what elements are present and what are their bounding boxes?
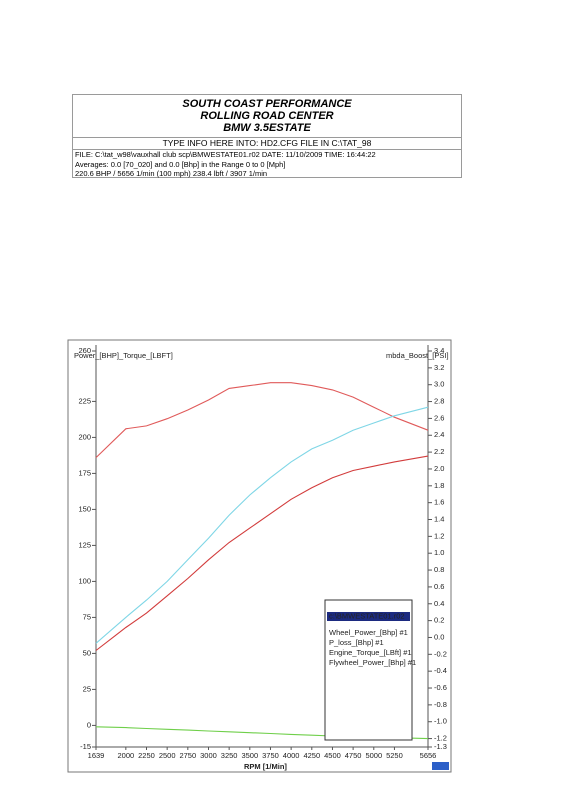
header-title: SOUTH COAST PERFORMANCE bbox=[182, 98, 352, 110]
type-info: TYPE INFO HERE INTO: HD2.CFG FILE IN C:\… bbox=[162, 138, 372, 148]
info-line: Averages: 0.0 [70_020] and 0.0 [Bhp] in … bbox=[75, 159, 286, 169]
header-title: BMW 3.5ESTATE bbox=[223, 122, 311, 134]
y-tick-label: 125 bbox=[78, 540, 91, 549]
y2-axis-label: mbda_Boost_[PSI] bbox=[386, 351, 449, 360]
x-tick-label: 2250 bbox=[138, 751, 155, 760]
y2-tick-label: 2.2 bbox=[434, 447, 444, 456]
report-header: SOUTH COAST PERFORMANCE ROLLING ROAD CEN… bbox=[72, 94, 462, 178]
y-axis-label: Power_[BHP]_Torque_[LBFT] bbox=[74, 351, 173, 360]
y2-tick-label: 3.2 bbox=[434, 363, 444, 372]
x-tick-label: 4750 bbox=[345, 751, 362, 760]
y2-tick-label: -1.3 bbox=[434, 742, 447, 751]
y2-tick-label: 1.6 bbox=[434, 498, 444, 507]
y2-tick-label: 0.4 bbox=[434, 599, 444, 608]
series-line bbox=[95, 406, 429, 644]
separator bbox=[73, 149, 461, 150]
y2-tick-label: 1.0 bbox=[434, 548, 444, 557]
y2-tick-label: -0.6 bbox=[434, 683, 447, 692]
y2-tick-label: 0.8 bbox=[434, 565, 444, 574]
y2-tick-label: 0.2 bbox=[434, 616, 444, 625]
y-tick-label: 150 bbox=[78, 504, 91, 513]
info-line: FILE: C:\tat_w98\vauxhall club scp\BMWES… bbox=[75, 150, 376, 159]
legend-entry: Engine_Torque_[LBft] #1 bbox=[329, 648, 412, 657]
x-axis-label: RPM [1/Min] bbox=[244, 762, 287, 771]
x-tick-label: 2750 bbox=[179, 751, 196, 760]
y-tick-label: 0 bbox=[87, 720, 91, 729]
x-tick-label: 1639 bbox=[88, 751, 105, 760]
x-tick-label: 3250 bbox=[221, 751, 238, 760]
y2-tick-label: -0.2 bbox=[434, 649, 447, 658]
y2-tick-label: 2.8 bbox=[434, 397, 444, 406]
x-tick-label: 2500 bbox=[159, 751, 176, 760]
x-tick-label: 5000 bbox=[365, 751, 382, 760]
y2-tick-label: -1.0 bbox=[434, 717, 447, 726]
legend-entry: Wheel_Power_[Bhp] #1 bbox=[329, 628, 408, 637]
y2-tick-label: 2.6 bbox=[434, 413, 444, 422]
y-tick-label: 200 bbox=[78, 432, 91, 441]
legend-header bbox=[327, 612, 410, 621]
info-line: 220.6 BHP / 5656 1/min (100 mph) 238.4 l… bbox=[75, 169, 268, 178]
page-indicator bbox=[432, 762, 449, 770]
x-tick-label: 4000 bbox=[283, 751, 300, 760]
y2-tick-label: 1.8 bbox=[434, 481, 444, 490]
x-tick-label: 4250 bbox=[303, 751, 320, 760]
legend-entry: P_loss_[Bhp] #1 bbox=[329, 638, 384, 647]
series-line bbox=[95, 455, 429, 651]
y-tick-label: -15 bbox=[80, 742, 91, 751]
x-tick-label: 4500 bbox=[324, 751, 341, 760]
y-tick-label: 50 bbox=[83, 648, 91, 657]
y-tick-label: 175 bbox=[78, 468, 91, 477]
x-tick-label: 2000 bbox=[117, 751, 134, 760]
separator bbox=[73, 137, 461, 138]
y-tick-label: 100 bbox=[78, 576, 91, 585]
y-tick-label: 225 bbox=[78, 396, 91, 405]
x-tick-label: 5250 bbox=[386, 751, 403, 760]
y2-tick-label: -0.4 bbox=[434, 666, 447, 675]
legend-entry: Flywheel_Power_[Bhp] #1 bbox=[329, 658, 416, 667]
y2-tick-label: 2.0 bbox=[434, 464, 444, 473]
y2-tick-label: 3.0 bbox=[434, 380, 444, 389]
x-tick-label: 3000 bbox=[200, 751, 217, 760]
header-title: ROLLING ROAD CENTER bbox=[200, 110, 334, 122]
y-tick-label: 75 bbox=[83, 612, 91, 621]
legend-title: c:\BMWESTATE01.r02 bbox=[329, 611, 405, 620]
y2-tick-label: 3.4 bbox=[434, 346, 444, 355]
y2-tick-label: -1.2 bbox=[434, 734, 447, 743]
y2-tick-label: 1.2 bbox=[434, 531, 444, 540]
y2-tick-label: 2.4 bbox=[434, 430, 444, 439]
y2-tick-label: 1.4 bbox=[434, 514, 444, 523]
series-line bbox=[95, 382, 429, 458]
x-tick-label: 3500 bbox=[241, 751, 258, 760]
x-tick-label: 5656 bbox=[420, 751, 437, 760]
legend-box bbox=[324, 599, 413, 741]
y2-tick-label: -0.8 bbox=[434, 700, 447, 709]
x-tick-label: 3750 bbox=[262, 751, 279, 760]
y-tick-label: 25 bbox=[83, 684, 91, 693]
y2-tick-label: 0.0 bbox=[434, 632, 444, 641]
y2-tick-label: 0.6 bbox=[434, 582, 444, 591]
y-tick-label: 260 bbox=[78, 346, 91, 355]
